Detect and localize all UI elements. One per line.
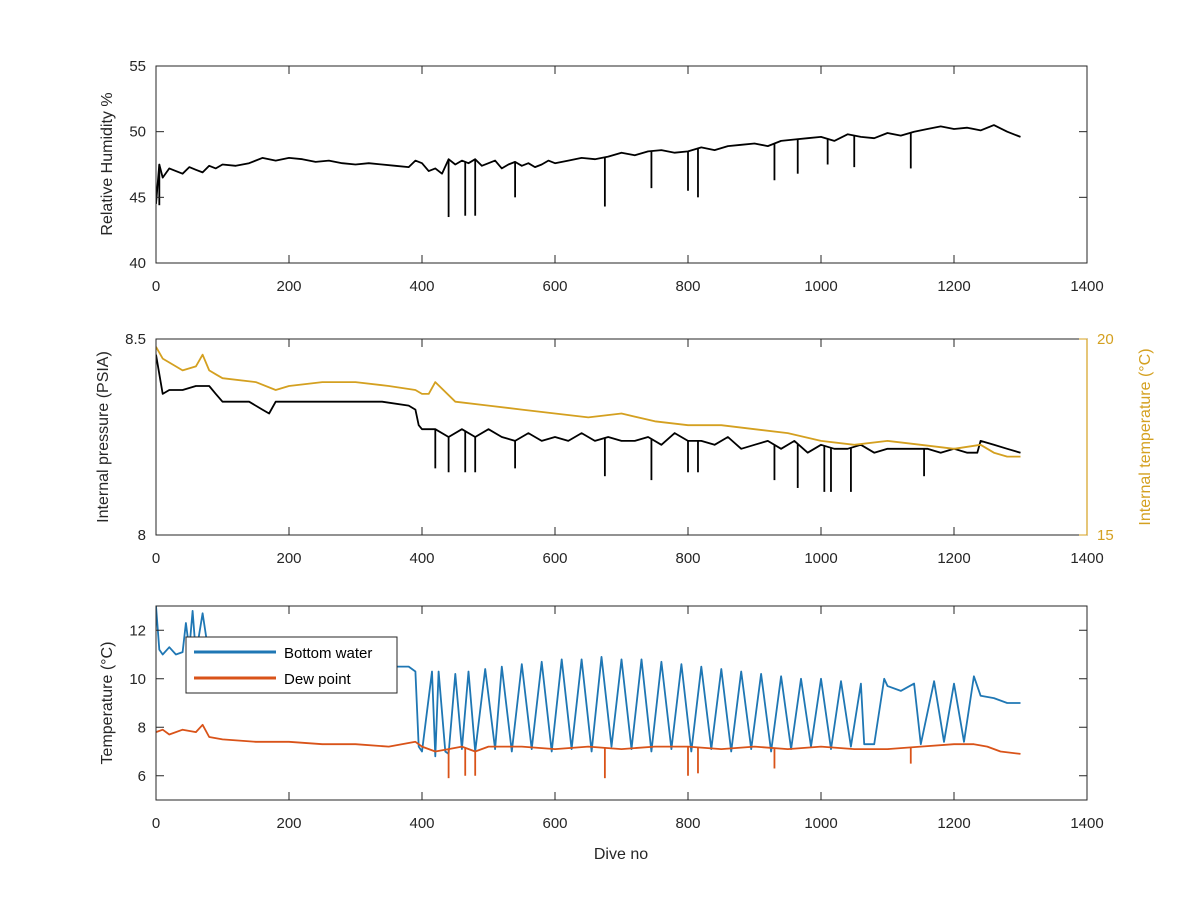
x-tick-label: 200 [276, 550, 301, 567]
x-tick-label: 400 [409, 550, 434, 567]
dive-no-x-label: Dive no [594, 846, 648, 863]
y-tick-label: 45 [129, 189, 146, 206]
series-line-1-0 [156, 354, 1021, 454]
humidity-y-label: Relative Humidity % [99, 92, 116, 235]
x-tick-label: 600 [542, 550, 567, 567]
x-tick-label: 400 [409, 278, 434, 295]
internal-temperature-y-label: Internal temperature (°C) [1137, 348, 1154, 525]
series-line-2-1 [156, 723, 1021, 755]
y-tick-label: 50 [129, 124, 146, 141]
x-tick-label: 1400 [1070, 550, 1103, 567]
x-tick-label: 1200 [937, 550, 970, 567]
y2-tick-label: 15 [1097, 527, 1114, 544]
y-tick-label: 12 [129, 622, 146, 639]
x-tick-label: 1000 [804, 815, 837, 832]
x-tick-label: 600 [542, 815, 567, 832]
x-tick-label: 1000 [804, 278, 837, 295]
x-tick-label: 800 [675, 550, 700, 567]
y-tick-label: 8.5 [125, 331, 146, 348]
x-tick-label: 200 [276, 278, 301, 295]
x-tick-label: 0 [152, 550, 160, 567]
x-tick-label: 400 [409, 815, 434, 832]
x-tick-label: 0 [152, 815, 160, 832]
y-tick-label: 8 [138, 527, 146, 544]
y-tick-label: 8 [138, 719, 146, 736]
series-line-1-1 [156, 346, 1021, 458]
x-tick-label: 200 [276, 815, 301, 832]
y-tick-label: 10 [129, 671, 146, 688]
y-tick-label: 55 [129, 58, 146, 75]
x-tick-label: 1400 [1070, 278, 1103, 295]
x-tick-label: 0 [152, 278, 160, 295]
temperature-y-label: Temperature (°C) [99, 642, 116, 765]
legend-label-bottom-water: Bottom water [284, 645, 372, 662]
axes-box [155, 65, 1088, 264]
series-group [156, 124, 1021, 218]
y2-tick-label: 20 [1097, 331, 1114, 348]
legend-label-dew-point: Dew point [284, 671, 352, 688]
x-tick-label: 800 [675, 815, 700, 832]
x-tick-label: 1000 [804, 550, 837, 567]
series-group [156, 346, 1021, 492]
legend: Bottom water Dew point [185, 636, 398, 694]
humidity-panel: 0 200 400 600 800 1000 1200 1400 40 45 50 55 [129, 58, 1103, 295]
axes-box [155, 605, 1088, 801]
y-tick-label: 6 [138, 768, 146, 785]
x-tick-label: 1400 [1070, 815, 1103, 832]
x-tick-label: 1200 [937, 815, 970, 832]
pressure-temperature-panel: 0 200 400 600 800 1000 1200 1400 8 8.5 15 20 [125, 331, 1114, 567]
legend-box [185, 636, 398, 694]
y-tick-label: 40 [129, 255, 146, 272]
pressure-y-label: Internal pressure (PSIA) [95, 351, 112, 523]
x-tick-label: 600 [542, 278, 567, 295]
x-tick-label: 1200 [937, 278, 970, 295]
x-tick-label: 800 [675, 278, 700, 295]
